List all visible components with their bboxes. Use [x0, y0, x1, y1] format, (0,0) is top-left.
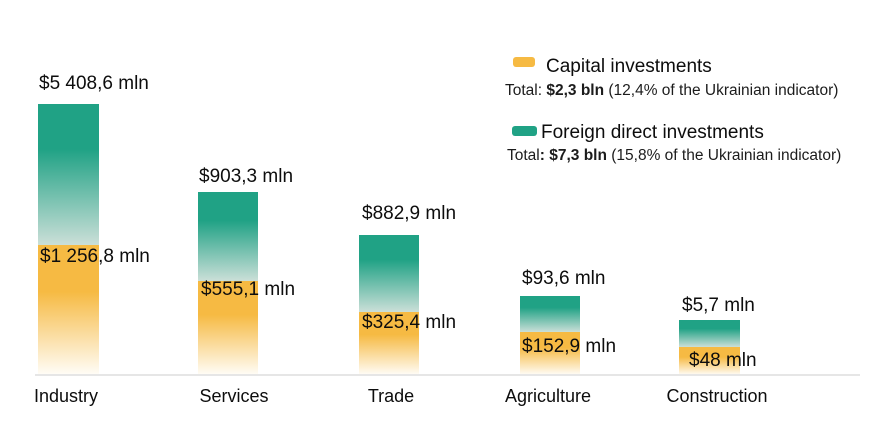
fdi-bar-segment — [520, 296, 580, 332]
total-suffix: (12,4% of the Ukrainian indicator) — [604, 82, 839, 99]
legend-total-capital: Total: $2,3 bln (12,4% of the Ukrainian … — [505, 81, 838, 101]
capital-bar-segment — [38, 245, 99, 375]
fdi-value-label: $903,3 mln — [199, 166, 294, 187]
capital-value-label: $152,9 mln — [522, 336, 617, 357]
fdi-value-label: $5 408,6 mln — [39, 73, 149, 94]
category-label-industry: Industry — [33, 386, 99, 406]
legend-total-fdi: Total: $7,3 bln (15,8% of the Ukrainian … — [507, 146, 841, 166]
fdi-value-label: $93,6 mln — [522, 268, 606, 289]
category-label-trade: Trade — [367, 386, 415, 406]
capital-value-label: $555,1 mln — [201, 279, 296, 300]
capital-bar-segment — [359, 312, 419, 375]
category-label-construction: Construction — [666, 386, 768, 406]
capital-value-label: $48 mln — [689, 350, 757, 371]
legend-label-capital: Capital investments — [546, 56, 712, 77]
capital-value-label: $325,4 mln — [362, 312, 457, 333]
capital-bar-segment — [679, 347, 740, 375]
fdi-bar-segment — [38, 104, 99, 245]
capital-bar-segment — [198, 281, 258, 375]
fdi-bar-segment — [198, 192, 258, 281]
total-value: : $7,3 bln — [539, 147, 607, 164]
fdi-value-label: $5,7 mln — [682, 295, 755, 316]
fdi-bar-segment — [359, 235, 419, 312]
fdi-bar-segment — [679, 320, 740, 347]
category-label-agriculture: Agriculture — [504, 386, 592, 406]
capital-value-label: $1 256,8 mln — [40, 246, 150, 267]
x-axis-line — [35, 374, 860, 376]
capital-bar-segment — [520, 332, 580, 375]
fdi-value-label: $882,9 mln — [362, 203, 457, 224]
capital-investments-swatch-icon — [513, 57, 535, 67]
legend-label-fdi: Foreign direct investments — [541, 122, 764, 143]
total-prefix: Total: — [505, 82, 547, 99]
total-suffix: (15,8% of the Ukrainian indicator) — [606, 147, 842, 164]
foreign-direct-investments-swatch-icon — [512, 126, 537, 136]
category-label-services: Services — [199, 386, 269, 406]
total-prefix: Total — [507, 147, 540, 164]
total-value: $2,3 bln — [546, 82, 605, 99]
